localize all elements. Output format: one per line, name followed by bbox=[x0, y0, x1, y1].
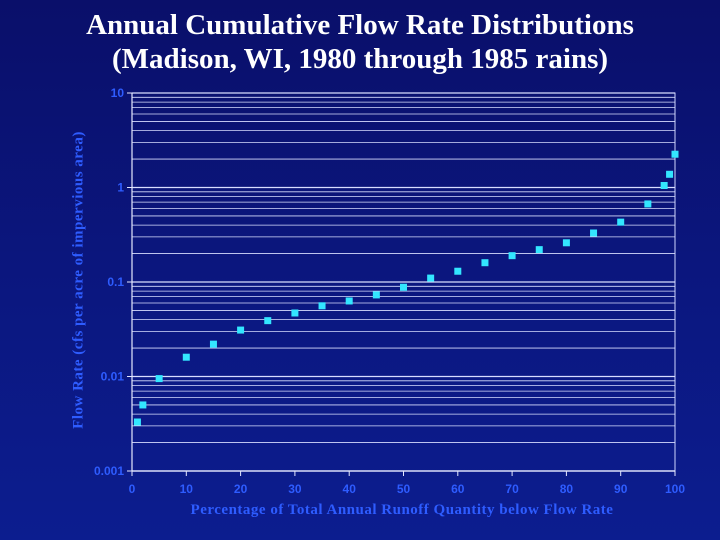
y-tick-label: 10 bbox=[111, 86, 125, 100]
x-tick-label: 70 bbox=[505, 482, 519, 496]
data-point bbox=[237, 326, 245, 334]
data-point bbox=[372, 291, 380, 299]
data-point bbox=[291, 309, 299, 317]
data-point bbox=[209, 340, 217, 348]
y-tick-label: 1 bbox=[117, 181, 124, 195]
data-point bbox=[671, 150, 679, 158]
data-point bbox=[318, 302, 326, 310]
data-point bbox=[562, 239, 570, 247]
data-point bbox=[666, 170, 674, 178]
x-tick-label: 0 bbox=[129, 482, 136, 496]
x-tick-label: 20 bbox=[234, 482, 248, 496]
x-tick-label: 10 bbox=[180, 482, 194, 496]
data-point bbox=[139, 401, 147, 409]
x-axis-label: Percentage of Total Annual Runoff Quanti… bbox=[190, 502, 614, 518]
y-tick-labels: 0.001 0.01 0.1 1 10 bbox=[94, 86, 124, 478]
y-tick-label: 0.001 bbox=[94, 464, 124, 478]
data-points bbox=[133, 150, 679, 426]
data-point bbox=[400, 283, 407, 291]
chart-title-line-2: (Madison, WI, 1980 through 1985 rains) bbox=[111, 43, 609, 75]
chart-title: Annual Cumulative Flow Rate Distribution… bbox=[0, 8, 720, 76]
data-point bbox=[644, 200, 652, 208]
y-tick-label: 0.01 bbox=[101, 370, 125, 384]
x-tick-labels: 0 10 20 30 40 50 60 70 80 90 100 bbox=[129, 482, 686, 496]
data-point bbox=[133, 418, 141, 426]
y-tick-label: 0.1 bbox=[107, 275, 124, 289]
data-point bbox=[345, 297, 353, 305]
data-point bbox=[535, 246, 543, 254]
data-point bbox=[264, 317, 272, 325]
data-point bbox=[481, 259, 489, 267]
x-tick-label: 90 bbox=[614, 482, 628, 496]
x-tick-label: 40 bbox=[343, 482, 357, 496]
data-point bbox=[590, 229, 598, 237]
x-tick-label: 80 bbox=[560, 482, 574, 496]
x-tick-label: 50 bbox=[397, 482, 411, 496]
chart-title-line-1: Annual Cumulative Flow Rate Distribution… bbox=[86, 9, 634, 41]
data-point bbox=[617, 218, 625, 226]
data-point bbox=[155, 375, 163, 383]
data-point bbox=[182, 353, 190, 361]
data-point bbox=[660, 181, 668, 189]
data-point bbox=[454, 267, 462, 275]
x-tick-label: 60 bbox=[451, 482, 465, 496]
x-tick-label: 30 bbox=[288, 482, 302, 496]
grid-lines bbox=[132, 92, 675, 472]
data-point bbox=[427, 274, 435, 282]
data-point bbox=[508, 252, 516, 260]
axes bbox=[127, 92, 676, 476]
x-tick-label: 100 bbox=[665, 482, 685, 496]
